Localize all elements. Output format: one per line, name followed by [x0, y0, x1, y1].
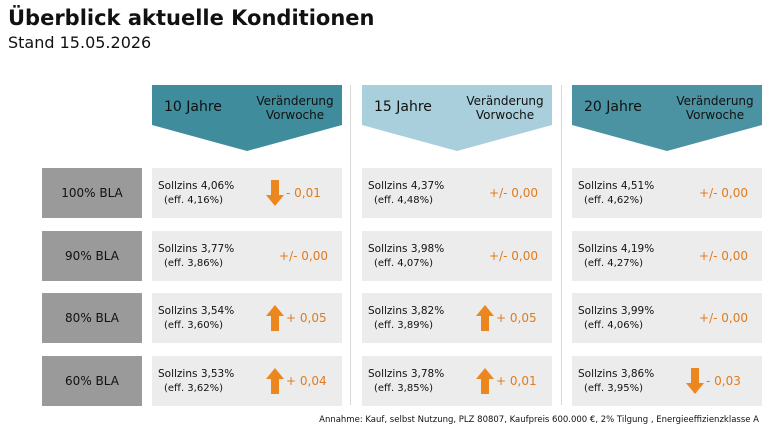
change-value: + 0,01 — [496, 374, 537, 388]
cell: Sollzins 3,98% (eff. 4,07%) +/- 0,00 — [362, 231, 552, 281]
change-label: Veränderung Vorwoche — [676, 94, 754, 122]
effective-rate: (eff. 4,06%) — [584, 320, 643, 331]
change-value: - 0,03 — [706, 374, 741, 388]
cell: Sollzins 3,99% (eff. 4,06%) +/- 0,00 — [572, 293, 762, 343]
effective-rate: (eff. 4,48%) — [374, 195, 433, 206]
cell: Sollzins 4,19% (eff. 4,27%) +/- 0,00 — [572, 231, 762, 281]
row-label: 90% BLA — [42, 231, 142, 281]
sollzins: Sollzins 3,77% — [158, 243, 235, 255]
sollzins: Sollzins 3,54% — [158, 305, 235, 317]
arrow — [266, 180, 284, 206]
effective-rate: (eff. 3,85%) — [374, 383, 433, 394]
effective-rate: (eff. 3,86%) — [164, 258, 223, 269]
footnote: Annahme: Kauf, selbst Nutzung, PLZ 80807… — [319, 415, 759, 425]
header-chevron — [152, 85, 342, 151]
sollzins: Sollzins 4,37% — [368, 180, 445, 192]
effective-rate: (eff. 4,62%) — [584, 195, 643, 206]
sollzins: Sollzins 3,53% — [158, 368, 235, 380]
effective-rate: (eff. 3,62%) — [164, 383, 223, 394]
sollzins: Sollzins 3,99% — [578, 305, 655, 317]
column-header-shape — [572, 85, 762, 151]
arrow-icon — [266, 305, 284, 331]
term: 20 Jahre — [584, 99, 642, 115]
title: Überblick aktuelle Konditionen — [8, 6, 375, 30]
cell: Sollzins 4,37% (eff. 4,48%) +/- 0,00 — [362, 168, 552, 218]
cell: Sollzins 3,82% (eff. 3,89%) + 0,05 — [362, 293, 552, 343]
sollzins: Sollzins 4,51% — [578, 180, 655, 192]
arrow — [686, 368, 704, 394]
change-value: +/- 0,00 — [699, 186, 748, 200]
change-value: + 0,05 — [286, 311, 327, 325]
arrow-icon — [686, 368, 704, 394]
change-value: + 0,05 — [496, 311, 537, 325]
cell: Sollzins 3,78% (eff. 3,85%) + 0,01 — [362, 356, 552, 406]
change-value: + 0,04 — [286, 374, 327, 388]
header-chevron — [362, 85, 552, 151]
sollzins: Sollzins 3,86% — [578, 368, 655, 380]
cell: Sollzins 3,77% (eff. 3,86%) +/- 0,00 — [152, 231, 342, 281]
effective-rate: (eff. 4,07%) — [374, 258, 433, 269]
arrow — [266, 305, 284, 331]
change-value: - 0,01 — [286, 186, 321, 200]
change-value: +/- 0,00 — [279, 249, 328, 263]
sollzins: Sollzins 3,78% — [368, 368, 445, 380]
arrow-icon — [266, 180, 284, 206]
change-value: +/- 0,00 — [699, 311, 748, 325]
term: 10 Jahre — [164, 99, 222, 115]
cell: Sollzins 3,54% (eff. 3,60%) + 0,05 — [152, 293, 342, 343]
effective-rate: (eff. 4,16%) — [164, 195, 223, 206]
row-label: 60% BLA — [42, 356, 142, 406]
change-value: +/- 0,00 — [489, 186, 538, 200]
sollzins: Sollzins 4,06% — [158, 180, 235, 192]
column-header-shape — [362, 85, 552, 151]
cell: Sollzins 3,53% (eff. 3,62%) + 0,04 — [152, 356, 342, 406]
separator — [561, 85, 562, 405]
change-label: Veränderung Vorwoche — [466, 94, 544, 122]
arrow — [266, 368, 284, 394]
column-header-shape — [152, 85, 342, 151]
arrow-icon — [476, 305, 494, 331]
effective-rate: (eff. 4,27%) — [584, 258, 643, 269]
arrow — [476, 305, 494, 331]
effective-rate: (eff. 3,60%) — [164, 320, 223, 331]
effective-rate: (eff. 3,95%) — [584, 383, 643, 394]
change-value: +/- 0,00 — [699, 249, 748, 263]
effective-rate: (eff. 3,89%) — [374, 320, 433, 331]
arrow — [476, 368, 494, 394]
cell: Sollzins 3,86% (eff. 3,95%) - 0,03 — [572, 356, 762, 406]
term: 15 Jahre — [374, 99, 432, 115]
header-chevron — [572, 85, 762, 151]
arrow-icon — [476, 368, 494, 394]
arrow-icon — [266, 368, 284, 394]
change-value: +/- 0,00 — [489, 249, 538, 263]
change-label: Veränderung Vorwoche — [256, 94, 334, 122]
sollzins: Sollzins 3,82% — [368, 305, 445, 317]
cell: Sollzins 4,51% (eff. 4,62%) +/- 0,00 — [572, 168, 762, 218]
cell: Sollzins 4,06% (eff. 4,16%) - 0,01 — [152, 168, 342, 218]
subtitle: Stand 15.05.2026 — [8, 33, 152, 52]
sollzins: Sollzins 3,98% — [368, 243, 445, 255]
separator — [350, 85, 351, 405]
row-label: 80% BLA — [42, 293, 142, 343]
sollzins: Sollzins 4,19% — [578, 243, 655, 255]
row-label: 100% BLA — [42, 168, 142, 218]
